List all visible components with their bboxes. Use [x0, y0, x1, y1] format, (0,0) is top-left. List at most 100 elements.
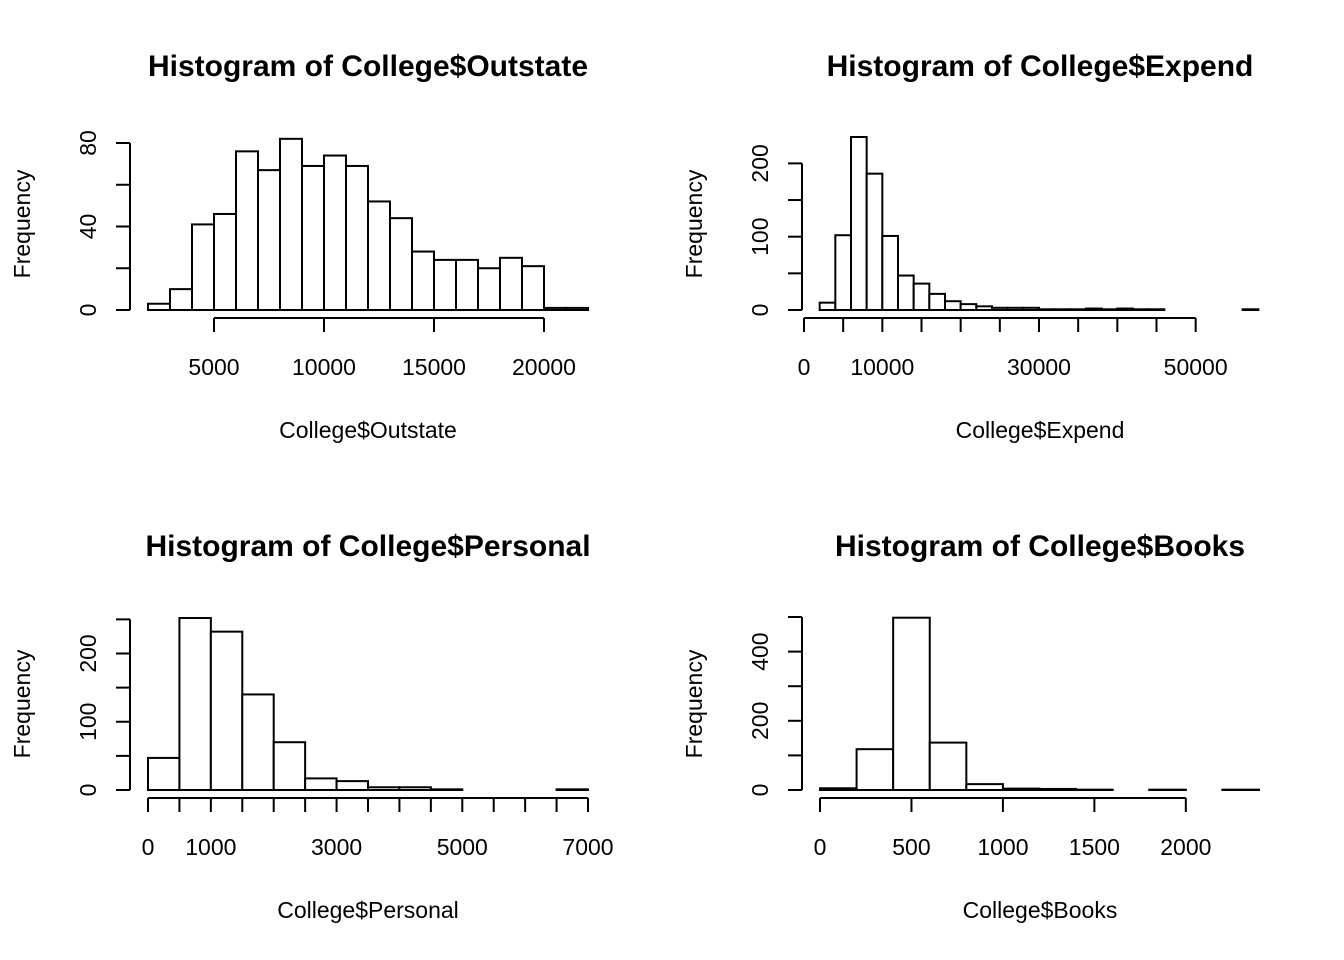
histogram-bar: [191, 223, 215, 312]
histogram-bar: [912, 282, 931, 311]
histogram-bar: [257, 169, 281, 311]
y-tick-label: 200: [75, 634, 101, 672]
chart-title: Histogram of College$Outstate: [148, 50, 588, 83]
x-tick-label: 0: [798, 354, 811, 380]
x-tick-label: 20000: [512, 354, 576, 380]
histogram-bar: [213, 212, 237, 312]
y-tick-label: 100: [747, 218, 773, 256]
x-tick-label: 1000: [977, 834, 1028, 860]
histogram-bar: [433, 258, 457, 311]
histogram-bar: [521, 265, 545, 312]
x-tick-label: 50000: [1164, 354, 1228, 380]
histogram-bar: [304, 777, 338, 792]
histogram-bar: [398, 786, 432, 791]
histogram-bar: [241, 693, 275, 792]
x-axis-label: College$Books: [963, 897, 1118, 923]
panel-expend: Histogram of College$Expend College$Expe…: [681, 50, 1260, 443]
histogram-bar: [301, 164, 325, 311]
y-tick-label: 0: [75, 304, 101, 317]
histogram-bar: [565, 306, 589, 312]
x-axis-label: College$Personal: [277, 897, 459, 923]
histogram-bar: [865, 172, 884, 311]
histogram-bar: [991, 306, 1009, 311]
histogram-bar: [411, 250, 435, 312]
y-tick-label: 40: [75, 214, 101, 240]
histogram-bar: [850, 136, 868, 311]
histogram-bar: [881, 234, 899, 311]
y-axis-label: Frequency: [681, 169, 707, 278]
x-axis-label: College$Expend: [956, 417, 1125, 443]
x-tick-label: 15000: [402, 354, 466, 380]
histogram-bar: [1022, 306, 1040, 311]
histogram-bar: [928, 292, 946, 312]
histogram-bar: [818, 301, 837, 312]
histogram-bar: [928, 741, 968, 792]
histogram-bar: [455, 258, 479, 311]
histogram-bar: [345, 164, 369, 311]
y-tick-label: 0: [747, 784, 773, 797]
histogram-bar: [209, 630, 244, 792]
x-tick-label: 10000: [292, 354, 356, 380]
histogram-bar: [389, 217, 413, 311]
y-tick-label: 80: [75, 130, 101, 156]
y-tick-label: 200: [747, 702, 773, 740]
histogram-bar: [1085, 307, 1103, 312]
histogram-bar: [855, 748, 895, 791]
histogram-bar: [335, 780, 370, 792]
x-tick-label: 5000: [188, 354, 239, 380]
histogram-bar: [235, 150, 259, 311]
y-tick-label: 100: [75, 703, 101, 741]
histogram-bar: [147, 302, 171, 311]
chart-title: Histogram of College$Personal: [145, 530, 590, 563]
x-tick-label: 500: [892, 834, 930, 860]
histogram-bar: [1006, 306, 1025, 311]
y-axis-label: Frequency: [9, 649, 35, 758]
histogram-bar: [834, 234, 852, 312]
x-axis-label: College$Outstate: [279, 417, 457, 443]
histogram-bar: [1147, 308, 1166, 311]
histogram-bar: [323, 154, 347, 311]
y-tick-label: 200: [747, 144, 773, 182]
histogram-bar: [944, 300, 962, 312]
histogram-bar: [897, 274, 915, 311]
histogram-bar: [975, 305, 993, 312]
x-tick-label: 7000: [562, 834, 613, 860]
histogram-bar: [1116, 307, 1135, 312]
chart-title: Histogram of College$Books: [835, 530, 1245, 563]
histogram-bar: [272, 741, 307, 792]
histogram-bar: [477, 267, 501, 311]
histogram-bar: [1241, 308, 1260, 311]
x-tick-label: 10000: [850, 354, 914, 380]
chart-title: Histogram of College$Expend: [827, 50, 1254, 83]
x-tick-label: 0: [814, 834, 827, 860]
x-tick-label: 5000: [437, 834, 488, 860]
histogram-bar: [178, 617, 212, 791]
histogram-bar: [169, 288, 193, 311]
histogram-bar: [1100, 308, 1119, 311]
panel-outstate: Histogram of College$Outstate College$Ou…: [9, 50, 589, 443]
x-tick-label: 2000: [1160, 834, 1211, 860]
histogram-bar: [1132, 308, 1150, 311]
histogram-bar: [1053, 308, 1072, 311]
histogram-bar: [1038, 787, 1078, 791]
y-axis-label: Frequency: [9, 169, 35, 278]
histogram-bar: [543, 306, 567, 312]
x-tick-label: 3000: [311, 834, 362, 860]
histogram-bar: [1001, 787, 1041, 792]
histogram-bar: [499, 256, 523, 311]
histogram-bar: [965, 783, 1004, 791]
x-tick-label: 1000: [185, 834, 236, 860]
histogram-bar: [892, 616, 931, 792]
histogram-bar: [147, 756, 181, 792]
histogram-bar: [555, 788, 589, 791]
histogram-bar: [367, 786, 401, 791]
y-tick-label: 0: [747, 304, 773, 317]
x-tick-label: 1500: [1069, 834, 1120, 860]
histogram-bar: [279, 137, 303, 311]
histogram-bar: [429, 788, 464, 791]
x-tick-label: 0: [142, 834, 155, 860]
x-tick-label: 30000: [1007, 354, 1071, 380]
histogram-bar: [819, 787, 858, 792]
histogram-bar: [367, 200, 391, 311]
